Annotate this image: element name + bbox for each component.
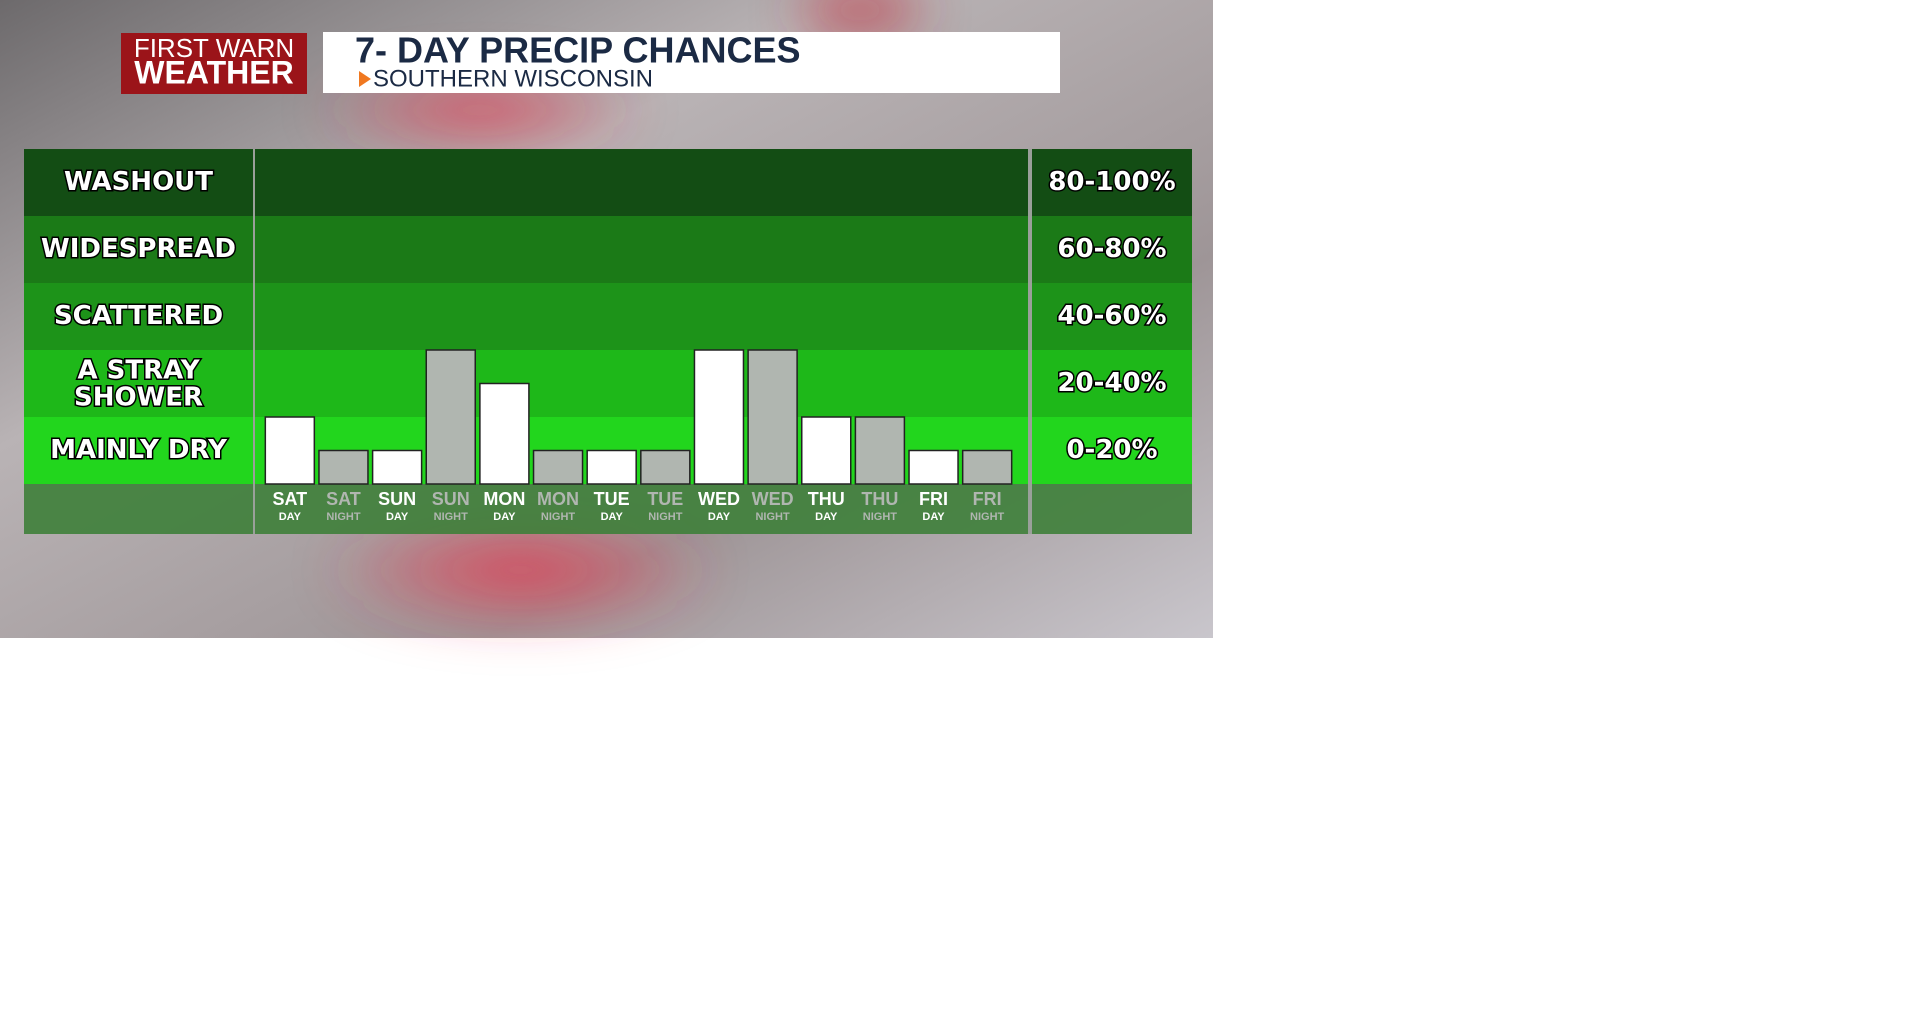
- bar: [961, 449, 1013, 485]
- x-tick-label: SAT: [272, 489, 307, 509]
- x-tick-sublabel: NIGHT: [863, 511, 898, 523]
- band-label: WIDESPREAD: [41, 234, 236, 264]
- x-tick-label: WED: [698, 489, 740, 509]
- arrow-icon: [359, 71, 371, 87]
- chart: MAINLY DRY 0-20% A STRAY SHOWER 20-40% SCATTE…: [24, 149, 1192, 534]
- bar: [801, 416, 852, 485]
- x-tick-sublabel: DAY: [279, 511, 302, 523]
- bar: [693, 349, 745, 485]
- band: [24, 283, 1192, 350]
- x-tick-sublabel: NIGHT: [755, 511, 790, 523]
- bar: [854, 416, 906, 485]
- separator: [253, 149, 255, 534]
- x-tick-label: TUE: [647, 489, 683, 509]
- x-tick-label: WED: [752, 489, 794, 509]
- logo-text: FIRST WARN: [134, 33, 294, 63]
- band-range: 60-80%: [1057, 234, 1166, 264]
- x-tick-label: SUN: [378, 489, 416, 509]
- bar: [747, 349, 798, 485]
- band: [24, 149, 1192, 216]
- x-tick-sublabel: NIGHT: [970, 511, 1005, 523]
- x-tick-label: THU: [861, 489, 898, 509]
- subtitle: SOUTHERN WISCONSIN: [373, 65, 653, 92]
- x-tick-sublabel: DAY: [386, 511, 409, 523]
- x-tick-sublabel: DAY: [601, 511, 624, 523]
- x-tick-label: THU: [808, 489, 845, 509]
- title: 7- DAY PRECIP CHANCES: [355, 30, 800, 71]
- footer-row: [24, 484, 1192, 534]
- x-tick-label: SUN: [432, 489, 470, 509]
- x-tick-label: FRI: [919, 489, 948, 509]
- bar: [586, 449, 637, 485]
- bar: [908, 449, 959, 485]
- x-tick-label: SAT: [326, 489, 361, 509]
- x-tick-sublabel: DAY: [493, 511, 516, 523]
- x-tick-label: MON: [483, 489, 525, 509]
- x-tick-sublabel: DAY: [708, 511, 731, 523]
- bar: [479, 382, 530, 485]
- band: [24, 350, 1192, 417]
- x-tick-sublabel: NIGHT: [326, 511, 361, 523]
- bar: [532, 449, 584, 485]
- band: [24, 216, 1192, 283]
- bar: [640, 449, 691, 485]
- x-tick-label: TUE: [594, 489, 630, 509]
- x-tick-label: MON: [537, 489, 579, 509]
- x-tick-sublabel: DAY: [922, 511, 945, 523]
- band-label: WASHOUT: [64, 167, 213, 197]
- x-tick-sublabel: NIGHT: [434, 511, 469, 523]
- band-range: 80-100%: [1048, 167, 1175, 197]
- band-label: A STRAY SHOWER: [74, 355, 203, 412]
- logo: [121, 33, 307, 94]
- band-label: SCATTERED: [54, 301, 223, 331]
- title-box: [323, 32, 1060, 93]
- x-tick-label: FRI: [973, 489, 1002, 509]
- bar: [318, 449, 369, 485]
- bar: [264, 416, 316, 485]
- band-range: 40-60%: [1057, 301, 1166, 331]
- bar: [425, 349, 476, 485]
- separator: [1028, 149, 1032, 534]
- x-tick-sublabel: NIGHT: [648, 511, 683, 523]
- x-tick-sublabel: DAY: [815, 511, 838, 523]
- band-range: 0-20%: [1066, 435, 1157, 465]
- bar: [371, 449, 423, 485]
- logo-text: WEATHER: [134, 54, 293, 90]
- band-range: 20-40%: [1057, 368, 1166, 398]
- band-label: MAINLY DRY: [50, 435, 228, 465]
- x-tick-sublabel: NIGHT: [541, 511, 576, 523]
